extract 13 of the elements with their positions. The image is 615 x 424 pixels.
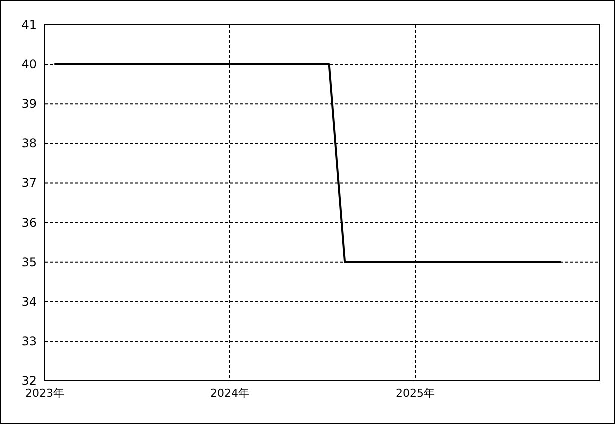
y-tick-label: 40 — [22, 58, 37, 72]
y-tick-label: 37 — [22, 176, 37, 190]
x-tick-label: 2025年 — [396, 387, 436, 400]
y-tick-label: 36 — [22, 216, 37, 230]
y-tick-label: 32 — [22, 374, 37, 388]
y-tick-label: 34 — [22, 294, 37, 309]
y-tick-label: 38 — [22, 136, 37, 151]
x-tick-label: 2024年 — [210, 387, 250, 400]
y-tick-label: 33 — [22, 334, 37, 348]
y-tick-label: 39 — [22, 97, 37, 112]
x-tick-label: 2023年 — [26, 387, 64, 400]
y-tick-label: 35 — [22, 255, 37, 270]
y-tick-label: 41 — [22, 18, 37, 32]
